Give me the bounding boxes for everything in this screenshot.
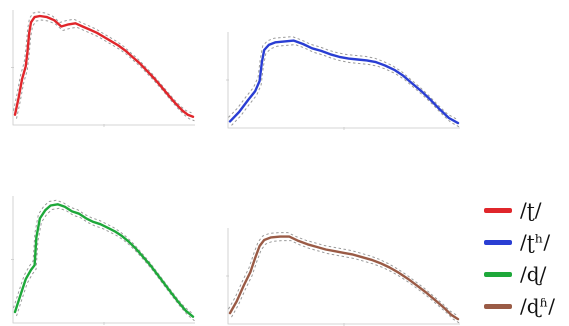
ci-lower-line (16, 207, 195, 322)
legend-label: /ʈ/ (520, 198, 542, 222)
legend-swatch (484, 271, 512, 277)
legend-label: /ɖ/ (520, 262, 547, 286)
series-line (13, 203, 195, 318)
axis-frame (12, 196, 195, 324)
legend-swatch (484, 207, 512, 213)
panel-th (226, 32, 460, 130)
ci-upper-line (13, 199, 192, 314)
legend-swatch (484, 303, 512, 309)
series-line (228, 39, 460, 125)
legend-item: /ɖ/ (484, 258, 568, 290)
axis-frame (12, 10, 195, 126)
series-line (13, 14, 195, 118)
series-line (228, 235, 460, 321)
legend-item: /ɖʱ/ (484, 290, 568, 322)
legend: /ʈ/ /ʈʰ/ /ɖ/ /ɖʱ/ (484, 194, 568, 322)
panel-dh (226, 228, 460, 326)
axis-frame (227, 228, 460, 325)
panel-d (11, 196, 195, 325)
ci-lower-line (16, 19, 195, 122)
legend-label: /ɖʱ/ (520, 294, 556, 318)
ci-upper-line (228, 232, 457, 316)
legend-swatch (484, 239, 512, 245)
legend-item: /ʈ/ (484, 194, 568, 226)
legend-label: /ʈʰ/ (520, 230, 551, 254)
ci-upper-line (13, 11, 192, 114)
legend-item: /ʈʰ/ (484, 226, 568, 258)
ci-lower-line (231, 44, 460, 128)
panel-t (11, 10, 195, 127)
ci-upper-line (228, 36, 457, 120)
axis-frame (227, 32, 460, 129)
